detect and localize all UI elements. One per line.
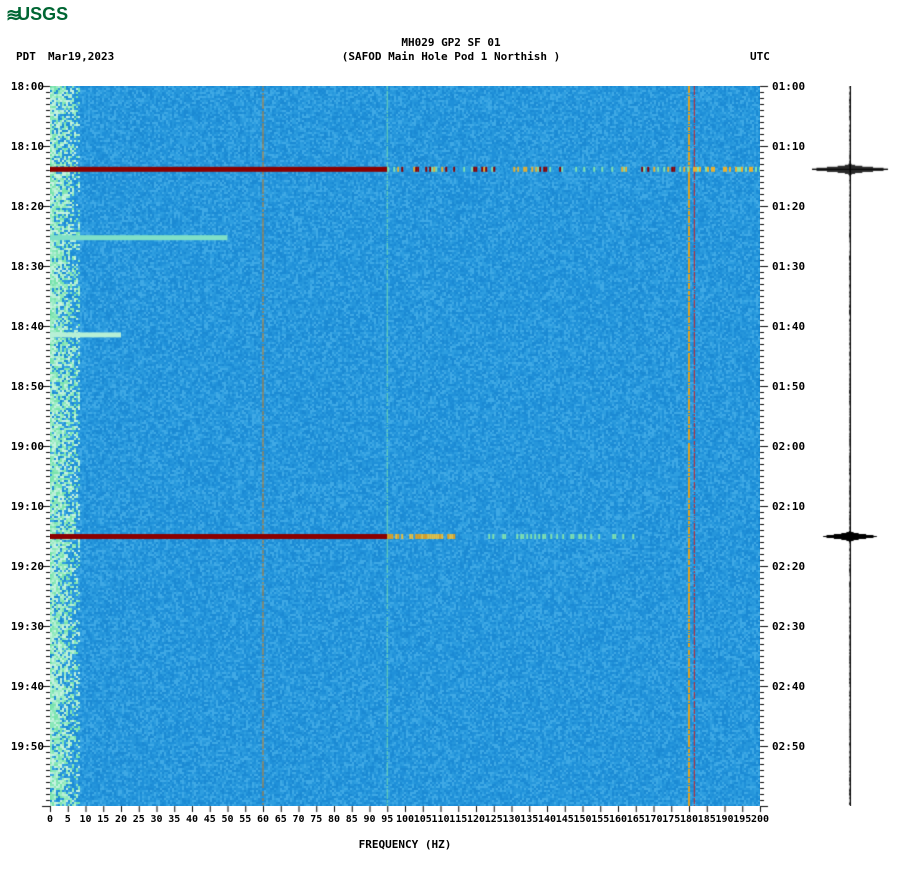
freq-tick: 65 [272, 814, 290, 825]
freq-tick: 190 [716, 814, 734, 825]
freq-tick: 90 [361, 814, 379, 825]
freq-tick: 100 [396, 814, 414, 825]
freq-tick: 40 [183, 814, 201, 825]
freq-tick: 25 [130, 814, 148, 825]
freq-tick: 130 [503, 814, 521, 825]
freq-tick: 195 [733, 814, 751, 825]
freq-tick: 5 [59, 814, 77, 825]
spectrogram-canvas [50, 86, 760, 806]
freq-tick: 55 [236, 814, 254, 825]
freq-tick: 50 [219, 814, 237, 825]
left-time-tick: 19:10 [4, 500, 44, 513]
freq-tick: 60 [254, 814, 272, 825]
date-label: Mar19,2023 [48, 50, 114, 63]
freq-tick: 10 [77, 814, 95, 825]
freq-tick: 185 [698, 814, 716, 825]
freq-tick: 175 [662, 814, 680, 825]
freq-tick: 95 [378, 814, 396, 825]
left-time-tick: 18:10 [4, 140, 44, 153]
freq-tick: 135 [520, 814, 538, 825]
freq-tick: 75 [307, 814, 325, 825]
freq-tick: 165 [627, 814, 645, 825]
freq-tick: 170 [645, 814, 663, 825]
freq-tick: 120 [467, 814, 485, 825]
freq-tick: 155 [591, 814, 609, 825]
freq-tick: 70 [290, 814, 308, 825]
left-time-tick: 18:20 [4, 200, 44, 213]
right-time-tick: 01:00 [772, 80, 812, 93]
right-time-tick: 01:20 [772, 200, 812, 213]
side-trace-canvas [810, 86, 890, 806]
left-time-tick: 18:00 [4, 80, 44, 93]
right-time-tick: 02:10 [772, 500, 812, 513]
usgs-wave-icon: ≋ [6, 5, 17, 25]
freq-tick: 20 [112, 814, 130, 825]
right-time-tick: 02:20 [772, 560, 812, 573]
freq-tick: 45 [201, 814, 219, 825]
freq-tick: 115 [449, 814, 467, 825]
left-time-tick: 19:50 [4, 740, 44, 753]
left-time-tick: 18:50 [4, 380, 44, 393]
freq-tick: 145 [556, 814, 574, 825]
left-time-tick: 19:20 [4, 560, 44, 573]
usgs-logo-text: USGS [17, 4, 68, 24]
freq-tick: 0 [41, 814, 59, 825]
left-time-tick: 18:30 [4, 260, 44, 273]
usgs-logo: ≋USGS [6, 4, 68, 26]
freq-tick: 85 [343, 814, 361, 825]
left-time-tick: 19:30 [4, 620, 44, 633]
left-time-tick: 19:00 [4, 440, 44, 453]
side-amplitude-trace [810, 86, 890, 806]
right-time-tick: 01:30 [772, 260, 812, 273]
x-axis-label: FREQUENCY (HZ) [50, 838, 760, 851]
left-time-tick: 18:40 [4, 320, 44, 333]
left-time-tick: 19:40 [4, 680, 44, 693]
spectrogram-plot [50, 86, 760, 806]
freq-tick: 30 [148, 814, 166, 825]
right-time-tick: 01:40 [772, 320, 812, 333]
freq-tick: 110 [432, 814, 450, 825]
right-tz-label: UTC [750, 50, 770, 63]
freq-tick: 180 [680, 814, 698, 825]
freq-tick: 140 [538, 814, 556, 825]
freq-tick: 200 [751, 814, 769, 825]
freq-tick: 150 [574, 814, 592, 825]
freq-tick: 105 [414, 814, 432, 825]
freq-tick: 160 [609, 814, 627, 825]
freq-tick: 80 [325, 814, 343, 825]
chart-title: MH029 GP2 SF 01 [0, 36, 902, 49]
right-time-tick: 02:50 [772, 740, 812, 753]
left-tz-label: PDT [16, 50, 36, 63]
right-time-tick: 01:50 [772, 380, 812, 393]
right-time-tick: 02:00 [772, 440, 812, 453]
right-time-tick: 02:40 [772, 680, 812, 693]
freq-tick: 125 [485, 814, 503, 825]
right-time-tick: 01:10 [772, 140, 812, 153]
freq-tick: 35 [165, 814, 183, 825]
right-time-tick: 02:30 [772, 620, 812, 633]
freq-tick: 15 [94, 814, 112, 825]
